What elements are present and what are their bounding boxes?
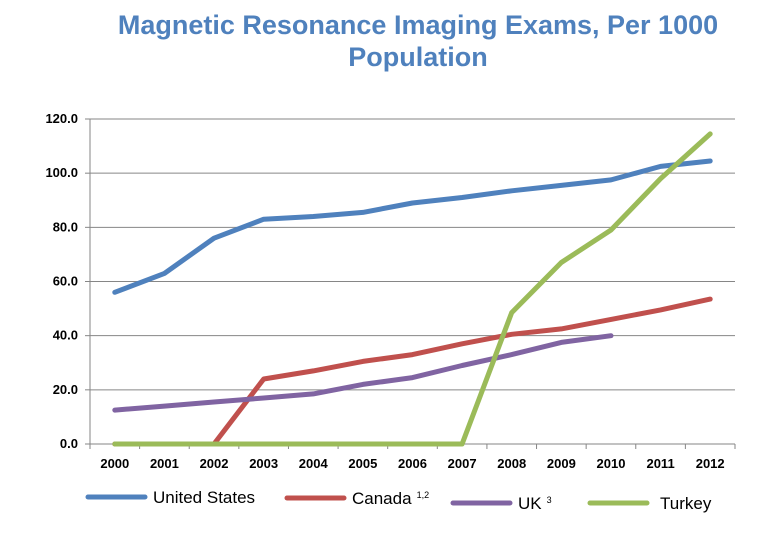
- y-tick-label: 80.0: [53, 219, 78, 234]
- legend-label-united-states: United States: [153, 488, 255, 507]
- chart-title-line2: Population: [348, 42, 487, 72]
- x-tick-label: 2004: [299, 456, 329, 471]
- y-tick-label: 40.0: [53, 328, 78, 343]
- x-tick-label: 2005: [348, 456, 377, 471]
- y-tick-label: 20.0: [53, 382, 78, 397]
- grid-lines: [90, 118, 735, 391]
- y-axis-ticks: 0.0 20.0 40.0 60.0 80.0 100.0 120.0: [45, 111, 78, 451]
- x-tick-label: 2009: [547, 456, 576, 471]
- x-tick-label: 2006: [398, 456, 427, 471]
- x-tick-label: 2007: [448, 456, 477, 471]
- legend-label-uk: UK: [518, 494, 542, 513]
- x-tick-label: 2012: [696, 456, 725, 471]
- series-line-united-states: [112, 158, 713, 295]
- legend-superscript-uk: 3: [547, 495, 552, 505]
- series-line-uk: [112, 333, 614, 413]
- series-line-turkey: [112, 131, 713, 447]
- y-tick-label: 0.0: [60, 436, 78, 451]
- y-tick-label: 100.0: [45, 165, 78, 180]
- x-tick-label: 2002: [200, 456, 229, 471]
- y-tick-label: 60.0: [53, 274, 78, 289]
- x-tick-label: 2003: [249, 456, 278, 471]
- x-tick-label: 2008: [497, 456, 526, 471]
- x-axis-ticks: 2000 2001 2002 2003 2004 2005 2006 2007 2008 2009…: [100, 456, 724, 471]
- x-tick-label: 2000: [100, 456, 129, 471]
- series-lines: [112, 131, 713, 447]
- x-tick-label: 2010: [597, 456, 626, 471]
- legend-label-turkey: Turkey: [660, 494, 712, 513]
- legend-label-canada: Canada: [352, 489, 412, 508]
- chart-title-line1: Magnetic Resonance Imaging Exams, Per 10…: [118, 10, 718, 40]
- y-tick-label: 120.0: [45, 111, 78, 126]
- series-line-canada: [112, 296, 713, 447]
- axes: [85, 118, 736, 449]
- legend-superscript-canada: 1,2: [417, 490, 430, 500]
- x-tick-label: 2011: [646, 456, 674, 471]
- legend: United States Canada 1,2 UK 3 Turkey: [85, 488, 712, 513]
- x-tick-label: 2001: [150, 456, 179, 471]
